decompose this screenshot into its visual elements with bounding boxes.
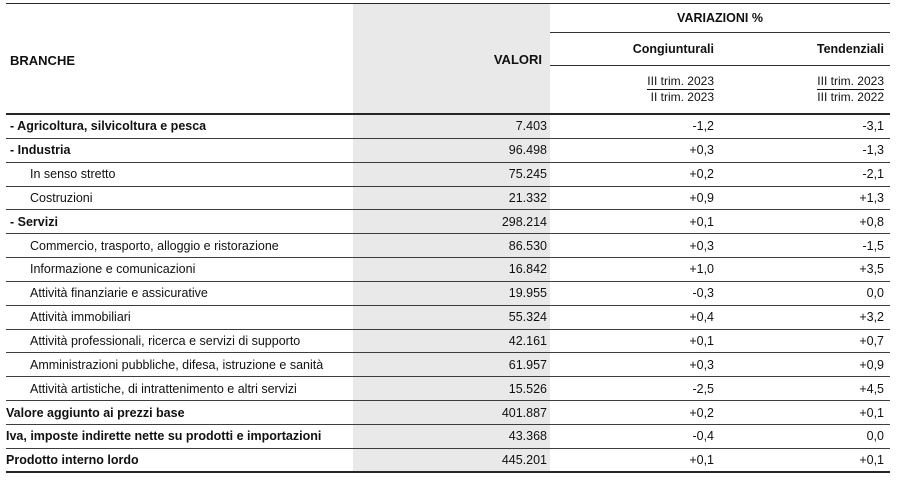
tendenziali-period-denominator: III trim. 2022 [817, 90, 884, 104]
branche-cell: In senso stretto [30, 167, 116, 182]
congiunturali-cell: +0,3 [689, 143, 714, 158]
congiunturali-cell: -1,2 [692, 119, 714, 134]
valori-cell: 401.887 [501, 405, 547, 420]
valori-column-stripe [353, 3, 550, 473]
valori-cell: 61.957 [508, 357, 547, 372]
table-row: Attività finanziarie e assicurative 19.9… [6, 282, 890, 306]
table-row: Attività immobiliari 55.324 +0,4 +3,2 [6, 306, 890, 330]
valori-cell: 86.530 [508, 238, 547, 253]
branche-cell: - Agricoltura, silvicoltura e pesca [10, 119, 207, 134]
valori-cell: 96.498 [508, 143, 547, 158]
table-row: Prodotto interno lordo 445.201 +0,1 +0,1 [6, 449, 890, 473]
valori-cell: 7.403 [515, 119, 547, 134]
congiunturali-period-denominator: II trim. 2023 [650, 90, 714, 104]
variazioni-title: VARIAZIONI % [550, 4, 890, 33]
congiunturali-cell: +0,1 [689, 452, 714, 467]
branche-column-header: BRANCHE [10, 53, 75, 68]
branche-cell: Attività finanziarie e assicurative [30, 286, 208, 301]
tendenziali-cell: +0,7 [859, 334, 884, 349]
branche-cell: Attività professionali, ricerca e serviz… [30, 334, 301, 349]
valori-cell: 19.955 [508, 286, 547, 301]
branche-cell: Valore aggiunto ai prezzi base [6, 405, 185, 420]
variazioni-section: VARIAZIONI % Congiunturali Tendenziali I… [550, 4, 890, 113]
table-row: Valore aggiunto ai prezzi base 401.887 +… [6, 401, 890, 425]
tendenziali-period-numerator: III trim. 2023 [817, 74, 884, 90]
branche-cell: Attività immobiliari [30, 310, 131, 325]
valori-cell: 298.214 [501, 214, 547, 229]
branche-cell: Commercio, trasporto, alloggio e ristora… [30, 238, 279, 253]
congiunturali-cell: +0,1 [689, 214, 714, 229]
valori-cell: 16.842 [508, 262, 547, 277]
branche-cell: Amministrazioni pubbliche, difesa, istru… [30, 357, 324, 372]
branche-cell: - Industria [10, 143, 71, 158]
branche-cell: Informazione e comunicazioni [30, 262, 196, 277]
tendenziali-cell: +4,5 [859, 381, 884, 396]
tendenziali-cell: +1,3 [859, 190, 884, 205]
branche-cell: Prodotto interno lordo [6, 452, 139, 467]
table-row: Costruzioni 21.332 +0,9 +1,3 [6, 187, 890, 211]
valori-cell: 15.526 [508, 381, 547, 396]
table-row: Amministrazioni pubbliche, difesa, istru… [6, 353, 890, 378]
tendenziali-cell: 0,0 [866, 429, 884, 444]
congiunturali-cell: +0,2 [689, 167, 714, 182]
congiunturali-cell: +0,3 [689, 357, 714, 372]
congiunturali-period-numerator: III trim. 2023 [647, 74, 714, 90]
congiunturali-cell: +0,2 [689, 405, 714, 420]
congiunturali-cell: +0,9 [689, 190, 714, 205]
congiunturali-column-header: Congiunturali [632, 42, 714, 56]
table-row: Commercio, trasporto, alloggio e ristora… [6, 234, 890, 259]
tendenziali-cell: -2,1 [862, 167, 884, 182]
congiunturali-cell: +0,4 [689, 310, 714, 325]
congiunturali-cell: -0,4 [692, 429, 714, 444]
congiunturali-period-ratio: III trim. 2023 II trim. 2023 [550, 75, 722, 104]
tendenziali-cell: +3,5 [859, 262, 884, 277]
tendenziali-cell: +0,8 [859, 214, 884, 229]
tendenziali-column-header: Tendenziali [816, 42, 884, 56]
tendenziali-cell: -3,1 [862, 119, 884, 134]
tendenziali-cell: -1,3 [862, 143, 884, 158]
valori-cell: 42.161 [508, 334, 547, 349]
table-row: In senso stretto 75.245 +0,2 -2,1 [6, 163, 890, 187]
tendenziali-cell: +0,9 [859, 357, 884, 372]
tendenziali-period-ratio: III trim. 2023 III trim. 2022 [722, 75, 890, 104]
branche-cell: Iva, imposte indirette nette su prodotti… [6, 429, 322, 444]
tendenziali-cell: +0,1 [859, 452, 884, 467]
tendenziali-cell: +0,1 [859, 405, 884, 420]
table-header: BRANCHE VALORI VARIAZIONI % Congiuntural… [6, 3, 890, 115]
table-row: Attività professionali, ricerca e serviz… [6, 330, 890, 354]
variazioni-subheaders: Congiunturali Tendenziali [550, 33, 890, 66]
congiunturali-cell: -2,5 [692, 381, 714, 396]
congiunturali-cell: +0,1 [689, 334, 714, 349]
tendenziali-cell: +3,2 [859, 310, 884, 325]
period-ratio-row: III trim. 2023 II trim. 2023 III trim. 2… [550, 66, 890, 113]
congiunturali-cell: +0,3 [689, 238, 714, 253]
congiunturali-cell: +1,0 [689, 262, 714, 277]
table-row: - Servizi 298.214 +0,1 +0,8 [6, 210, 890, 235]
valori-cell: 21.332 [508, 190, 547, 205]
table-row: - Agricoltura, silvicoltura e pesca 7.40… [6, 115, 890, 139]
tendenziali-cell: 0,0 [866, 286, 884, 301]
valori-cell: 43.368 [508, 429, 547, 444]
branche-cell: - Servizi [10, 214, 58, 229]
valori-cell: 55.324 [508, 310, 547, 325]
valori-cell: 75.245 [508, 167, 547, 182]
tendenziali-cell: -1,5 [862, 238, 884, 253]
table-row: Informazione e comunicazioni 16.842 +1,0… [6, 258, 890, 282]
table-row: Iva, imposte indirette nette su prodotti… [6, 425, 890, 449]
branche-cell: Attività artistiche, di intrattenimento … [30, 381, 297, 396]
national-accounts-table: BRANCHE VALORI VARIAZIONI % Congiuntural… [6, 3, 890, 473]
valori-cell: 445.201 [501, 452, 547, 467]
table-row: Attività artistiche, di intrattenimento … [6, 377, 890, 402]
branche-cell: Costruzioni [30, 190, 93, 205]
valori-column-header: VALORI [493, 52, 542, 67]
congiunturali-cell: -0,3 [692, 286, 714, 301]
table-row: - Industria 96.498 +0,3 -1,3 [6, 139, 890, 163]
table-body: - Agricoltura, silvicoltura e pesca 7.40… [6, 115, 890, 473]
